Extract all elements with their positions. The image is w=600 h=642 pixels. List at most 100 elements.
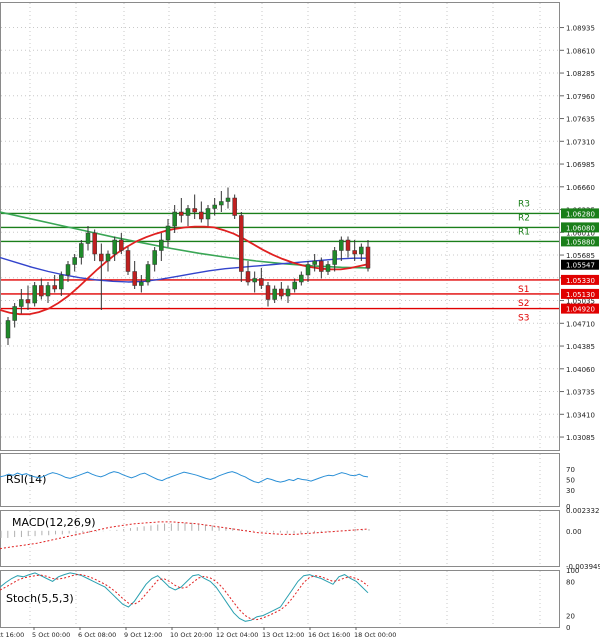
bearish-candle — [92, 232, 97, 255]
bullish-candle — [212, 204, 217, 209]
macd-panel-frame — [0, 510, 560, 567]
rsi-line — [0, 471, 369, 484]
bearish-candle — [239, 215, 244, 272]
macd-tick-label: -0.003949 — [566, 563, 600, 571]
bullish-candle — [79, 243, 84, 258]
bearish-candle — [352, 250, 357, 255]
price-tag-r3 — [561, 208, 599, 219]
price-tag-r1 — [561, 236, 599, 247]
bullish-candle — [105, 253, 111, 262]
bullish-candle — [5, 320, 11, 339]
bullish-candle — [292, 281, 297, 290]
y-tick-label: 1.06660 — [566, 184, 595, 192]
bullish-candle — [225, 197, 231, 202]
bullish-candle — [85, 232, 91, 244]
bearish-candle — [52, 285, 57, 290]
rsi-tick-label: 30 — [566, 487, 575, 495]
bullish-candle — [45, 285, 51, 297]
pivot-label-r3: R3 — [518, 199, 530, 209]
bearish-candle — [99, 253, 104, 262]
bullish-candle — [165, 225, 171, 241]
bearish-candle — [365, 246, 371, 269]
stoch-tick-label: 100 — [566, 567, 579, 575]
bearish-candle — [232, 197, 237, 216]
bullish-candle — [112, 239, 117, 255]
bullish-candle — [172, 211, 177, 227]
bullish-candle — [339, 239, 344, 251]
price-tag-r2 — [561, 222, 599, 233]
x-tick-label: 9 Oct 12:00 — [124, 631, 162, 639]
x-tick-label: 18 Oct 00:00 — [354, 631, 396, 639]
y-tick-label: 1.03410 — [566, 411, 595, 419]
bearish-candle — [125, 250, 131, 272]
y-tick-label: 1.08935 — [566, 25, 595, 33]
price-tag-text-s3: 1.04920 — [566, 306, 595, 314]
y-tick-label: 1.06010 — [566, 229, 595, 237]
bullish-candle — [332, 250, 337, 265]
x-tick-label: 4 Oct 16:00 — [0, 631, 24, 639]
bullish-candle — [139, 281, 144, 286]
bullish-candle — [325, 264, 331, 272]
macd-tick-label: 0.002332 — [566, 507, 599, 515]
bullish-candle — [152, 250, 157, 265]
rsi-tick-label: 0 — [566, 503, 570, 511]
rsi-tick-label: 50 — [566, 477, 575, 485]
bearish-candle — [265, 285, 271, 300]
x-tick-label: 5 Oct 00:00 — [32, 631, 70, 639]
stoch-tick-label: 20 — [566, 613, 575, 621]
y-tick-label: 1.04710 — [566, 320, 595, 328]
y-tick-label: 1.05685 — [566, 252, 595, 260]
x-tick-label: 12 Oct 04:00 — [216, 631, 258, 639]
y-tick-label: 1.08610 — [566, 47, 595, 55]
x-tick-label: 16 Oct 16:00 — [308, 631, 350, 639]
pivot-label-s1: S1 — [518, 285, 529, 295]
bearish-candle — [319, 260, 324, 272]
bullish-candle — [72, 257, 77, 265]
rsi-panel-frame — [0, 453, 560, 507]
bearish-candle — [179, 211, 184, 216]
bearish-candle — [279, 288, 284, 297]
pivot-label-s2: S2 — [518, 299, 529, 309]
bullish-candle — [205, 208, 211, 220]
rsi-tick-label: 70 — [566, 466, 575, 474]
stoch-k-line — [0, 572, 369, 622]
y-tick-label: 1.07960 — [566, 93, 595, 101]
bearish-candle — [345, 239, 351, 251]
bearish-candle — [119, 239, 124, 251]
bullish-candle — [12, 306, 17, 321]
bullish-candle — [19, 299, 24, 307]
macd-tick-label: 0.00 — [566, 528, 582, 536]
price-tag-s2 — [561, 288, 599, 299]
x-tick-label: 13 Oct 12:00 — [262, 631, 304, 639]
bearish-candle — [199, 211, 204, 220]
bullish-candle — [359, 246, 364, 255]
bullish-candle — [272, 288, 277, 300]
current-price-text: 1.05547 — [566, 262, 595, 270]
price-tag-text-s2: 1.05130 — [566, 291, 595, 299]
bearish-candle — [132, 271, 137, 286]
bearish-candle — [259, 278, 264, 286]
pivot-label-r2: R2 — [518, 213, 530, 223]
price-tag-s3 — [561, 303, 599, 314]
bearish-candle — [245, 271, 251, 283]
bullish-candle — [159, 239, 164, 251]
bearish-candle — [192, 208, 197, 213]
bullish-candle — [285, 288, 291, 297]
current-price-tag — [561, 259, 599, 270]
rsi-title: RSI(14) — [6, 473, 46, 486]
price-tag-s1 — [561, 274, 599, 285]
bullish-candle — [299, 274, 304, 283]
bullish-candle — [185, 208, 191, 216]
price-tag-text-r3: 1.06280 — [566, 210, 595, 218]
bullish-candle — [305, 264, 311, 276]
y-tick-label: 1.08285 — [566, 70, 595, 78]
y-tick-label: 1.04060 — [566, 366, 595, 374]
bearish-candle — [25, 299, 31, 304]
stoch-tick-label: 80 — [566, 578, 575, 586]
macd-title: MACD(12,26,9) — [12, 516, 96, 529]
y-tick-label: 1.05035 — [566, 298, 595, 306]
bullish-candle — [65, 264, 71, 276]
y-tick-label: 1.07310 — [566, 138, 595, 146]
macd-signal-line — [0, 521, 369, 550]
